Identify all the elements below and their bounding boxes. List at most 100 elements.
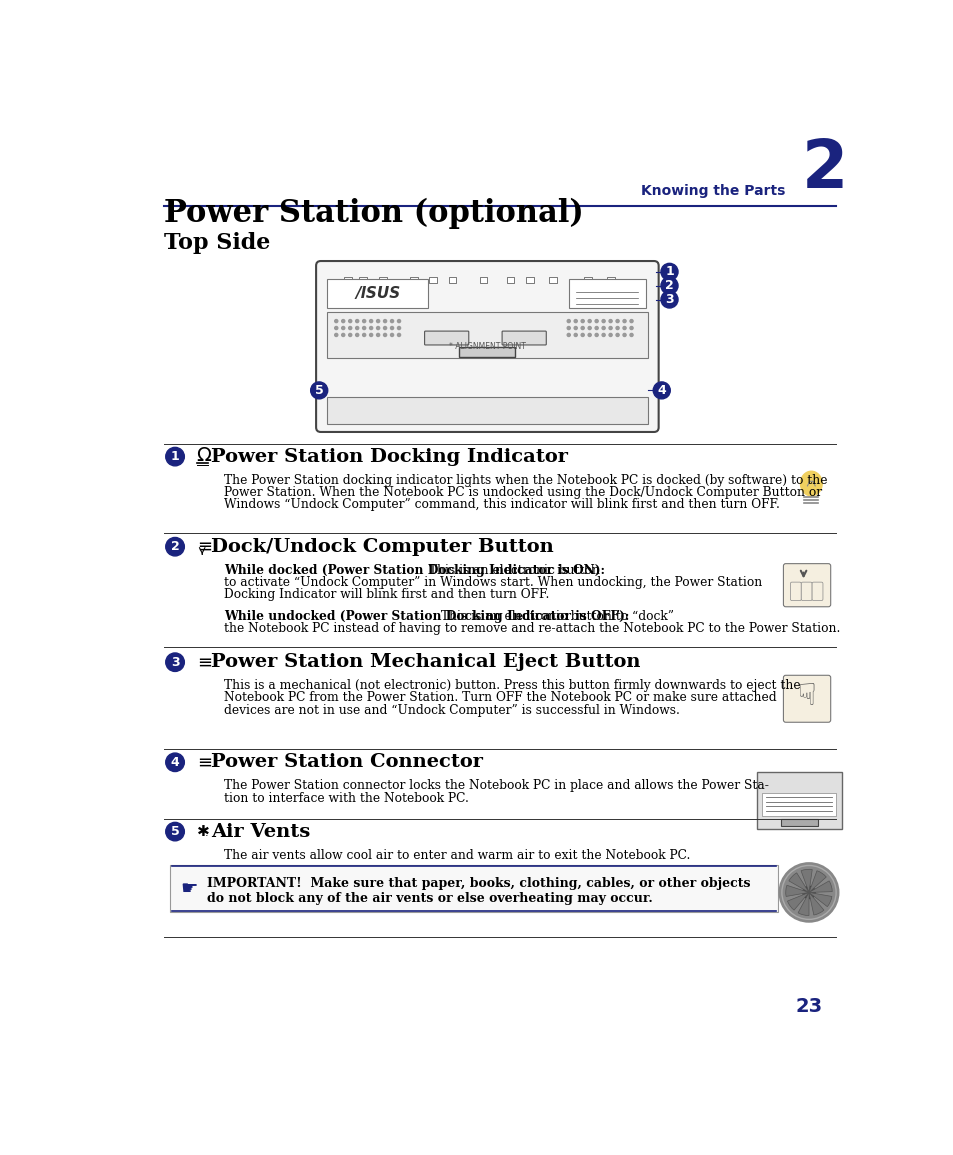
Circle shape: [595, 320, 598, 322]
Circle shape: [390, 327, 394, 329]
Circle shape: [616, 334, 618, 336]
Text: The air vents allow cool air to enter and warm air to exit the Notebook PC.: The air vents allow cool air to enter an…: [224, 849, 690, 862]
Text: * ALIGNMENT POINT: * ALIGNMENT POINT: [449, 342, 525, 351]
Text: ☛: ☛: [180, 879, 197, 899]
Circle shape: [660, 263, 678, 281]
Wedge shape: [786, 893, 808, 910]
Text: the Notebook PC instead of having to remove and re-attach the Notebook PC to the: the Notebook PC instead of having to rem…: [224, 623, 840, 635]
Circle shape: [616, 327, 618, 329]
Text: 1: 1: [171, 450, 179, 463]
Text: 3: 3: [171, 656, 179, 669]
FancyBboxPatch shape: [344, 277, 352, 283]
Circle shape: [567, 334, 570, 336]
Circle shape: [166, 653, 184, 671]
Wedge shape: [808, 871, 825, 893]
Text: tion to interface with the Notebook PC.: tion to interface with the Notebook PC.: [224, 791, 468, 805]
Text: Power Station Docking Indicator: Power Station Docking Indicator: [211, 448, 567, 465]
Circle shape: [601, 320, 604, 322]
Circle shape: [166, 753, 184, 772]
Circle shape: [397, 320, 400, 322]
Circle shape: [567, 320, 570, 322]
Circle shape: [335, 327, 337, 329]
Circle shape: [595, 327, 598, 329]
Text: Dock/Undock Computer Button: Dock/Undock Computer Button: [211, 538, 553, 556]
Circle shape: [580, 320, 583, 322]
Text: This is a mechanical (not electronic) button. Press this button firmly downwards: This is a mechanical (not electronic) bu…: [224, 679, 800, 692]
Circle shape: [369, 327, 373, 329]
Text: ≡: ≡: [196, 654, 212, 671]
Circle shape: [341, 327, 344, 329]
Circle shape: [587, 320, 591, 322]
Circle shape: [587, 327, 591, 329]
Text: Power Station (optional): Power Station (optional): [164, 198, 583, 229]
Text: 5: 5: [171, 825, 179, 839]
Circle shape: [580, 334, 583, 336]
Circle shape: [362, 320, 365, 322]
FancyBboxPatch shape: [327, 278, 427, 308]
FancyBboxPatch shape: [790, 582, 801, 601]
Circle shape: [348, 334, 352, 336]
Circle shape: [608, 334, 612, 336]
Text: ☟: ☟: [798, 683, 816, 711]
Text: 4: 4: [171, 755, 179, 769]
Circle shape: [595, 334, 598, 336]
Text: Windows “Undock Computer” command, this indicator will blink first and then turn: Windows “Undock Computer” command, this …: [224, 498, 779, 512]
Circle shape: [779, 863, 838, 922]
FancyBboxPatch shape: [315, 261, 658, 432]
Circle shape: [335, 320, 337, 322]
Circle shape: [355, 327, 358, 329]
FancyBboxPatch shape: [757, 773, 841, 829]
FancyBboxPatch shape: [410, 277, 417, 283]
Circle shape: [608, 320, 612, 322]
Circle shape: [311, 382, 328, 398]
FancyBboxPatch shape: [506, 277, 514, 283]
Text: While docked (Power Station Docking Indicator is ON):: While docked (Power Station Docking Indi…: [224, 564, 604, 576]
Wedge shape: [808, 893, 831, 907]
Wedge shape: [808, 881, 831, 893]
Circle shape: [166, 822, 184, 841]
FancyBboxPatch shape: [359, 277, 367, 283]
Text: 2: 2: [801, 136, 846, 202]
Text: Notebook PC from the Power Station. Turn OFF the Notebook PC or make sure attach: Notebook PC from the Power Station. Turn…: [224, 692, 776, 705]
Circle shape: [390, 320, 394, 322]
Text: This is an electronic button: This is an electronic button: [425, 564, 599, 576]
Text: ≡: ≡: [196, 753, 212, 772]
Circle shape: [567, 327, 570, 329]
Circle shape: [802, 886, 815, 899]
FancyBboxPatch shape: [327, 312, 647, 358]
Circle shape: [601, 334, 604, 336]
Circle shape: [355, 320, 358, 322]
FancyBboxPatch shape: [429, 277, 436, 283]
Circle shape: [341, 320, 344, 322]
Text: 23: 23: [795, 997, 821, 1016]
Circle shape: [166, 537, 184, 556]
Circle shape: [660, 277, 678, 295]
Circle shape: [622, 334, 625, 336]
Circle shape: [653, 382, 670, 398]
Circle shape: [390, 334, 394, 336]
Circle shape: [376, 334, 379, 336]
FancyBboxPatch shape: [549, 277, 557, 283]
Text: Air Vents: Air Vents: [211, 822, 310, 841]
FancyBboxPatch shape: [327, 396, 647, 424]
FancyBboxPatch shape: [811, 582, 822, 601]
Circle shape: [369, 320, 373, 322]
Circle shape: [348, 320, 352, 322]
Text: Power Station Mechanical Eject Button: Power Station Mechanical Eject Button: [211, 654, 639, 671]
Circle shape: [574, 334, 577, 336]
Wedge shape: [785, 885, 808, 896]
FancyBboxPatch shape: [424, 331, 468, 345]
Wedge shape: [801, 870, 811, 893]
Text: 4: 4: [657, 383, 665, 397]
FancyBboxPatch shape: [171, 865, 778, 912]
FancyBboxPatch shape: [607, 277, 615, 283]
Text: devices are not in use and “Undock Computer” is successful in Windows.: devices are not in use and “Undock Compu…: [224, 703, 679, 717]
FancyBboxPatch shape: [501, 331, 546, 345]
Circle shape: [622, 320, 625, 322]
Text: IMPORTANT!  Make sure that paper, books, clothing, cables, or other objects: IMPORTANT! Make sure that paper, books, …: [207, 877, 750, 891]
Circle shape: [355, 334, 358, 336]
Circle shape: [397, 334, 400, 336]
FancyBboxPatch shape: [801, 582, 811, 601]
Text: 2: 2: [664, 280, 673, 292]
Circle shape: [166, 447, 184, 465]
